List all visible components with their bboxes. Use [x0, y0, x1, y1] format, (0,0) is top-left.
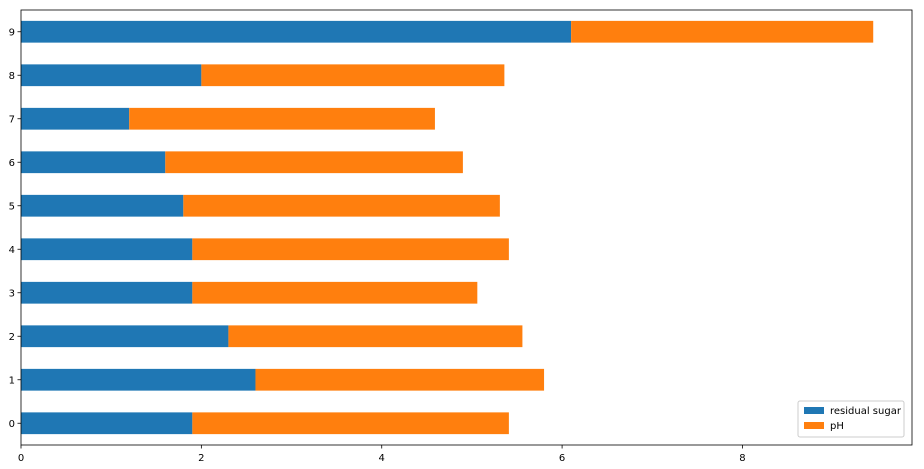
y-tick-label-6: 6 — [9, 158, 15, 169]
y-tick-label-3: 3 — [9, 288, 15, 299]
bar-ph-0 — [192, 412, 509, 435]
bar-ph-2 — [228, 325, 523, 348]
y-tick-label-4: 4 — [9, 245, 15, 256]
bar-residual-sugar-9 — [21, 20, 572, 43]
bar-ph-9 — [571, 20, 874, 43]
y-tick-label-5: 5 — [9, 201, 15, 212]
bar-ph-8 — [201, 64, 505, 87]
x-tick-label-4: 4 — [379, 453, 385, 464]
bar-residual-sugar-3 — [21, 281, 193, 304]
bar-residual-sugar-8 — [21, 64, 202, 87]
legend-swatch-residual-sugar — [804, 407, 824, 414]
bar-ph-5 — [183, 194, 500, 217]
legend-swatch-ph — [804, 422, 824, 429]
y-tick-label-8: 8 — [9, 71, 15, 82]
bar-residual-sugar-6 — [21, 151, 166, 174]
x-tick-label-8: 8 — [739, 453, 745, 464]
x-tick-label-6: 6 — [559, 453, 565, 464]
y-tick-label-2: 2 — [9, 332, 15, 343]
y-tick-label-9: 9 — [9, 27, 15, 38]
bar-residual-sugar-1 — [21, 368, 256, 391]
bar-residual-sugar-0 — [21, 412, 193, 435]
y-tick-label-0: 0 — [9, 419, 15, 430]
bar-residual-sugar-7 — [21, 107, 130, 130]
bar-residual-sugar-2 — [21, 325, 229, 348]
bar-residual-sugar-5 — [21, 194, 184, 217]
bar-ph-4 — [192, 238, 509, 261]
bar-ph-1 — [255, 368, 545, 391]
legend-label-ph: pH — [830, 421, 844, 432]
bars-group — [21, 20, 874, 435]
bar-ph-7 — [129, 107, 435, 130]
y-tick-label-7: 7 — [9, 114, 15, 125]
plot-frame — [20, 9, 913, 446]
bar-ph-3 — [192, 281, 478, 304]
legend-box — [797, 400, 905, 438]
axes-group: 0 1 2 3 4 5 6 7 8 9 0 2 4 6 8 — [9, 9, 913, 464]
legend: residual sugar pH — [797, 400, 905, 438]
bar-ph-6 — [165, 151, 463, 174]
x-tick-label-0: 0 — [18, 453, 24, 464]
legend-label-residual-sugar: residual sugar — [830, 406, 902, 417]
bar-residual-sugar-4 — [21, 238, 193, 261]
x-tick-label-2: 2 — [198, 453, 204, 464]
y-tick-label-1: 1 — [9, 375, 15, 386]
